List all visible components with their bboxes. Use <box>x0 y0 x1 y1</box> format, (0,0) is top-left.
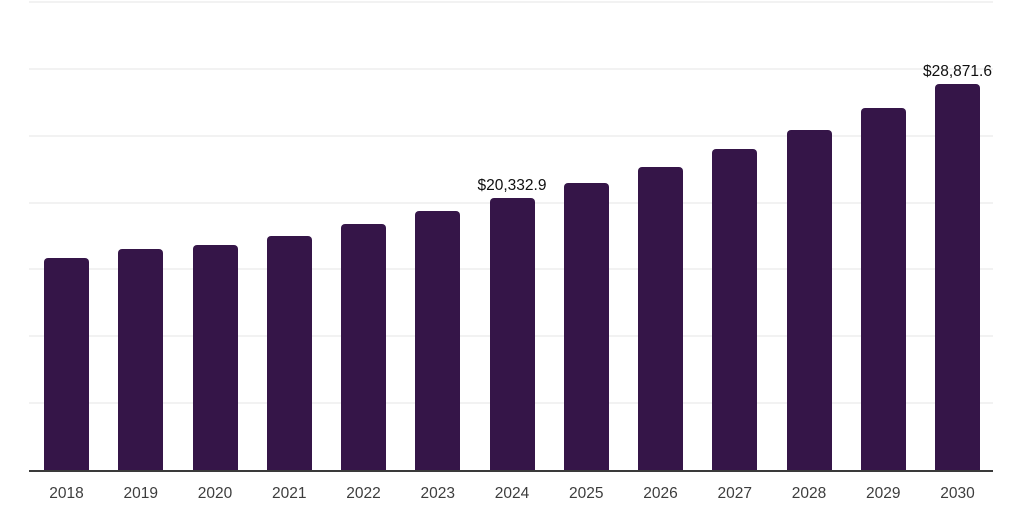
bar-2022[interactable] <box>341 223 386 470</box>
x-tick-label-2028: 2028 <box>791 485 827 502</box>
bar-2024[interactable] <box>489 198 535 470</box>
x-tick-label-2025: 2025 <box>569 485 604 502</box>
x-tick-label-2019: 2019 <box>123 485 158 502</box>
x-tick-label-2027: 2027 <box>717 485 752 502</box>
gridline-35000 <box>29 1 993 3</box>
bar-group-2030: $28,871.6 <box>923 63 992 470</box>
x-tick-label-2021: 2021 <box>272 485 307 502</box>
bar-2019[interactable] <box>118 248 164 470</box>
bar-2028[interactable] <box>786 130 832 470</box>
bar-group-2019 <box>118 248 164 470</box>
x-tick-label-2018: 2018 <box>49 485 84 502</box>
plot-area: $20,332.9 $28,871.6 <box>29 1 993 470</box>
bar-2029[interactable] <box>860 108 906 470</box>
bar-group-2021 <box>266 236 312 470</box>
bar-group-2026 <box>638 166 683 470</box>
bar-2021[interactable] <box>266 236 312 470</box>
bar-group-2018 <box>44 257 89 470</box>
bar-group-2020 <box>192 244 238 470</box>
x-tick-label-2022: 2022 <box>346 485 381 502</box>
x-tick-label-2026: 2026 <box>643 485 678 502</box>
bar-2030[interactable] <box>935 83 980 470</box>
x-tick-label-2030: 2030 <box>940 485 975 502</box>
bars-container: $20,332.9 $28,871.6 <box>29 2 993 470</box>
bar-group-2022 <box>341 223 386 470</box>
data-label-2024: $20,332.9 <box>477 177 547 195</box>
gridline-30000 <box>29 67 993 70</box>
bar-2023[interactable] <box>415 211 461 470</box>
x-tick-label-2020: 2020 <box>197 485 233 502</box>
bar-group-2023 <box>415 211 461 470</box>
bar-group-2028 <box>786 130 832 470</box>
x-axis-line <box>29 470 993 472</box>
bar-2025[interactable] <box>563 183 609 470</box>
bar-group-2024: $20,332.9 <box>478 177 546 470</box>
gridline-25000 <box>29 134 993 137</box>
bar-2026[interactable] <box>638 166 683 470</box>
data-label-2030: $28,871.6 <box>923 62 992 80</box>
bar-group-2025 <box>563 183 609 470</box>
bar-2020[interactable] <box>192 244 238 470</box>
bar-group-2029 <box>860 108 906 470</box>
bar-group-2027 <box>712 149 758 470</box>
x-axis-labels: 2018 2019 2020 2021 2022 2023 2024 2025 2026 2027… <box>29 485 993 503</box>
bar-2027[interactable] <box>712 149 758 470</box>
x-tick-label-2024: 2024 <box>494 485 530 502</box>
x-tick-label-2029: 2029 <box>866 485 901 502</box>
x-tick-label-2023: 2023 <box>420 485 455 502</box>
bar-2018[interactable] <box>44 257 89 470</box>
